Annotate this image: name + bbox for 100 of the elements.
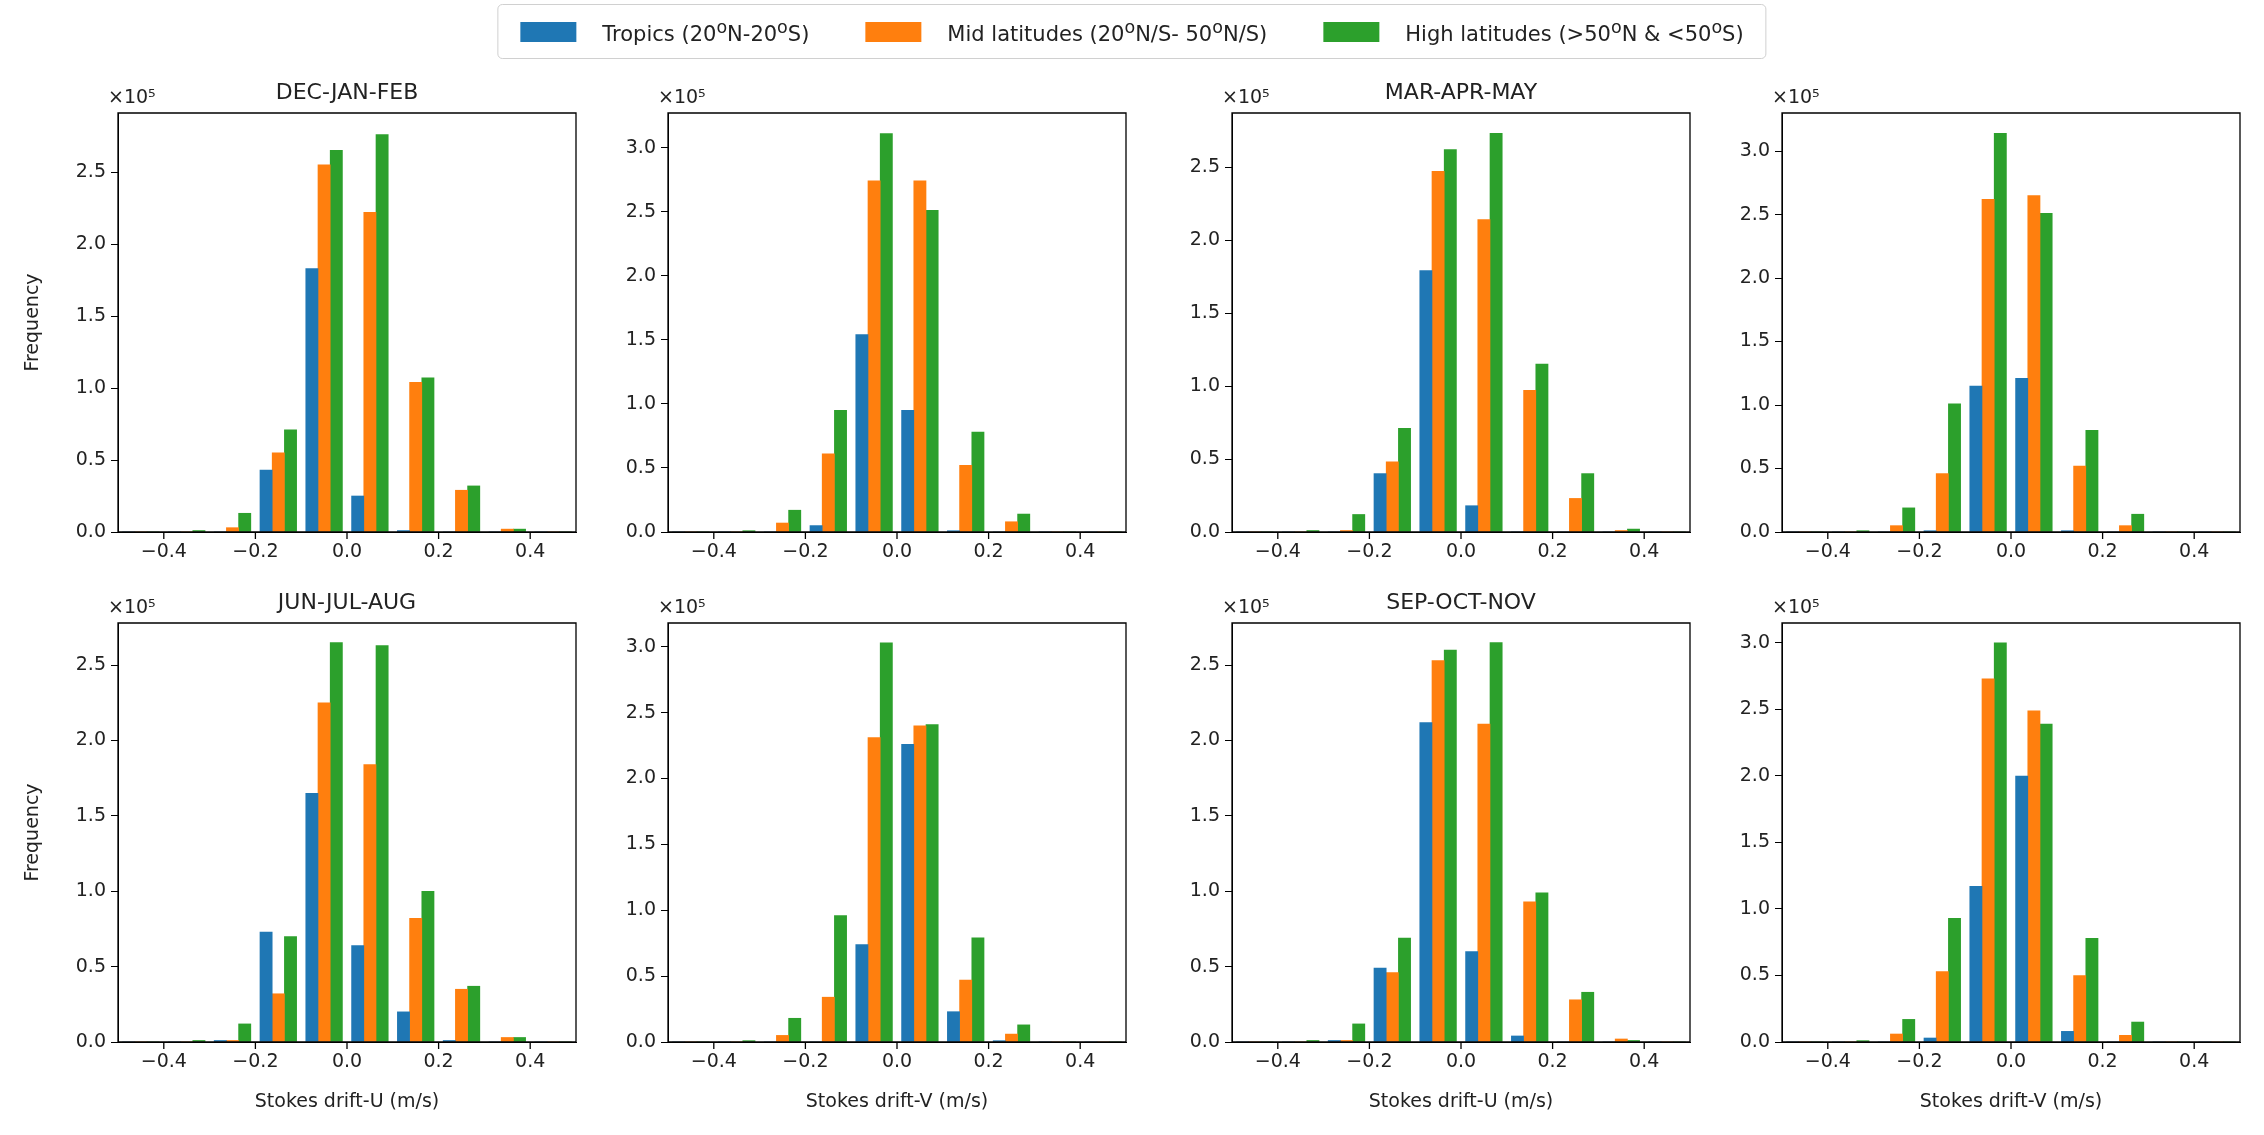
x-axis-title: Stokes drift-U (m/s)	[254, 1088, 440, 1111]
y-tick-label: 2.5	[1189, 652, 1220, 675]
legend-label: Mid latitudes (20$^{o}$N/S- 50$^{o}$N/S)	[947, 17, 1268, 46]
y-tick-label: 1.0	[1739, 391, 1770, 414]
text: ×10⁵	[1222, 595, 1270, 617]
x-tick-label: −0.4	[140, 1049, 187, 1072]
y-axis-title: Frequency	[20, 273, 43, 372]
text: ×10⁵	[108, 85, 156, 107]
y-tick-label: 0.0	[1739, 1028, 1770, 1051]
x-tick-label: 0.2	[2087, 539, 2118, 562]
x-tick-label: −0.2	[232, 1049, 279, 1072]
chart-title: SEP-OCT-NOV	[1386, 589, 1536, 614]
y-tick-label: 0.5	[75, 446, 106, 469]
x-tick-label: −0.4	[1804, 1049, 1851, 1072]
text: ×10⁵	[1222, 85, 1270, 107]
y-tick-label: 1.5	[1189, 802, 1220, 825]
y-tick-label: 0.5	[75, 953, 106, 976]
x-tick-label: 0.0	[331, 539, 363, 562]
x-tick-label: −0.2	[782, 1049, 829, 1072]
x-tick-label: 0.0	[881, 539, 913, 562]
y-tick-label: 1.0	[625, 897, 656, 920]
y-tick-label: 0.0	[75, 1028, 106, 1051]
chart-title: JUN-JUL-AUG	[275, 589, 417, 614]
y-tick-label: 3.0	[625, 633, 656, 656]
y-tick-label: 2.5	[625, 699, 656, 722]
x-tick-label: 0.0	[331, 1049, 363, 1072]
x-tick-label: −0.2	[232, 539, 279, 562]
x-tick-label: 0.4	[1065, 539, 1096, 562]
y-tick-label: 2.5	[1739, 201, 1770, 224]
y-tick-label: 0.0	[625, 518, 656, 541]
x-tick-label: 0.0	[1995, 1049, 2027, 1072]
y-tick-label: 1.5	[1739, 328, 1770, 351]
y-tick-label: 0.5	[1739, 455, 1770, 478]
x-tick-label: 0.4	[2179, 539, 2210, 562]
x-tick-label: −0.4	[690, 1049, 737, 1072]
y-tick-label: 0.0	[625, 1028, 656, 1051]
x-tick-label: −0.2	[1896, 1049, 1943, 1072]
x-tick-label: −0.4	[140, 539, 187, 562]
x-tick-label: 0.4	[1629, 1049, 1660, 1072]
text: ×10⁵	[1772, 85, 1820, 107]
x-tick-label: 0.4	[515, 1049, 546, 1072]
y-tick-label: 0.5	[1189, 953, 1220, 976]
x-tick-label: 0.2	[1537, 1049, 1568, 1072]
y-tick-label: 2.0	[75, 727, 106, 750]
y-tick-label: 1.5	[625, 831, 656, 854]
x-tick-label: 0.0	[881, 1049, 913, 1072]
y-tick-label: 1.0	[625, 390, 656, 413]
x-tick-label: 0.2	[2087, 1049, 2118, 1072]
y-tick-label: 0.5	[625, 454, 656, 477]
y-tick-label: 2.5	[1739, 696, 1770, 719]
x-tick-label: −0.4	[690, 539, 737, 562]
y-tick-label: 1.0	[1189, 372, 1220, 395]
x-tick-label: −0.4	[1254, 539, 1301, 562]
y-tick-label: 1.0	[75, 374, 106, 397]
x-tick-label: −0.2	[1346, 539, 1393, 562]
x-tick-label: 0.4	[2179, 1049, 2210, 1072]
y-tick-label: 2.0	[1739, 762, 1770, 785]
y-tick-label: 2.5	[75, 652, 106, 675]
y-tick-label: 2.0	[625, 262, 656, 285]
y-tick-label: 3.0	[625, 134, 656, 157]
y-tick-label: 1.5	[1739, 829, 1770, 852]
x-tick-label: 0.4	[515, 539, 546, 562]
y-tick-label: 2.5	[625, 198, 656, 221]
y-tick-label: 1.0	[75, 878, 106, 901]
x-tick-label: −0.2	[1896, 539, 1943, 562]
x-tick-label: −0.2	[782, 539, 829, 562]
legend-label: Tropics (20$^{o}$N-20$^{o}$S)	[602, 17, 810, 46]
x-tick-label: 0.0	[1995, 539, 2027, 562]
legend-label: High latitudes (>50$^{o}$N & <50$^{o}$S)	[1405, 17, 1744, 46]
y-tick-label: 0.0	[1189, 518, 1220, 541]
y-tick-label: 3.0	[1739, 629, 1770, 652]
y-tick-label: 2.0	[75, 230, 106, 253]
y-tick-label: 1.5	[1189, 299, 1220, 322]
y-tick-label: 0.5	[1189, 445, 1220, 468]
text: ×10⁵	[658, 85, 706, 107]
x-axis-title: Stokes drift-U (m/s)	[1368, 1088, 1554, 1111]
y-tick-label: 0.0	[1189, 1028, 1220, 1051]
y-tick-label: 0.5	[1739, 962, 1770, 985]
y-tick-label: 1.0	[1739, 895, 1770, 918]
y-tick-label: 2.5	[1189, 153, 1220, 176]
y-tick-label: 1.5	[625, 326, 656, 349]
x-tick-label: 0.4	[1065, 1049, 1096, 1072]
y-tick-label: 2.5	[75, 158, 106, 181]
y-tick-label: 2.0	[1189, 727, 1220, 750]
y-tick-label: 2.0	[1189, 226, 1220, 249]
y-tick-label: 2.0	[1739, 265, 1770, 287]
y-tick-label: 0.5	[625, 963, 656, 986]
x-tick-label: −0.4	[1254, 1049, 1301, 1072]
y-tick-label: 1.0	[1189, 878, 1220, 901]
x-tick-label: 0.2	[423, 1049, 454, 1072]
x-tick-label: 0.2	[1537, 539, 1568, 562]
y-tick-label: 0.0	[1739, 518, 1770, 541]
x-tick-label: 0.2	[973, 539, 1004, 562]
text: ×10⁵	[108, 595, 156, 617]
y-tick-label: 1.5	[75, 802, 106, 825]
y-tick-label: 2.0	[625, 765, 656, 788]
text: ×10⁵	[1772, 595, 1820, 617]
x-tick-label: 0.2	[423, 539, 454, 562]
x-axis-title: Stokes drift-V (m/s)	[1919, 1088, 2103, 1111]
text: ×10⁵	[658, 595, 706, 617]
